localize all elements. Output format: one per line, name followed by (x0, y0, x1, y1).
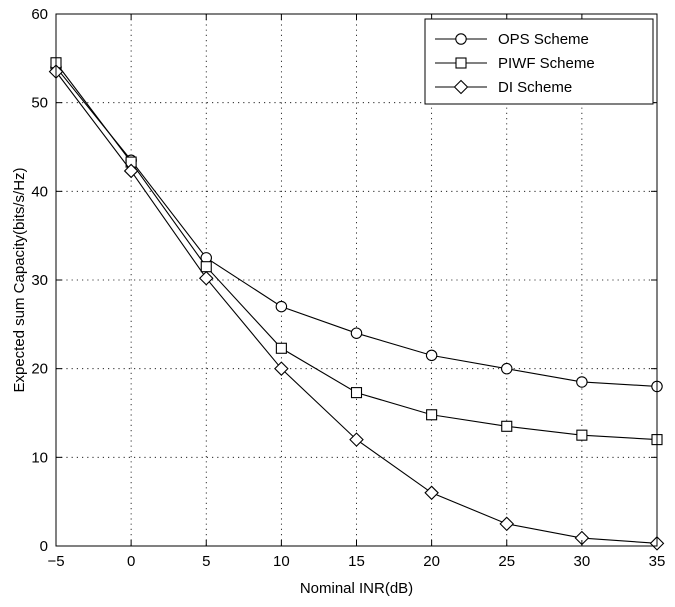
x-tick-label: 25 (498, 553, 515, 570)
di-scheme-point (499, 516, 515, 532)
di-scheme-point (424, 485, 439, 501)
piwf-scheme-point (350, 387, 363, 399)
di-scheme-point (349, 432, 364, 447)
piwf-scheme-point (426, 409, 438, 421)
ops-scheme-point (425, 349, 438, 362)
ops-scheme-point (350, 327, 363, 339)
y-tick-label: 30 (31, 272, 48, 289)
x-tick-label: −5 (47, 553, 64, 570)
y-tick-label: 10 (31, 449, 48, 466)
legend-swatch-marker (453, 79, 469, 95)
y-tick-label: 20 (31, 361, 48, 378)
piwf-scheme-point (275, 342, 287, 354)
piwf-scheme-point (576, 429, 588, 441)
x-tick-label: 0 (127, 553, 135, 570)
di-scheme-point (198, 270, 214, 286)
x-tick-label: 15 (348, 553, 365, 570)
legend-label: OPS Scheme (498, 31, 589, 48)
x-tick-label: 30 (574, 553, 591, 570)
legend-swatch-marker (455, 57, 467, 69)
x-axis-title: Nominal INR(dB) (300, 580, 413, 597)
series-group (48, 57, 665, 551)
ops-scheme-point (576, 376, 588, 388)
y-tick-label: 40 (31, 183, 48, 200)
y-axis-title: Expected sum Capacity(bits/s/Hz) (11, 167, 28, 392)
legend-swatch-marker (455, 33, 467, 45)
x-tick-label: 10 (273, 553, 290, 570)
piwf-scheme-point (200, 261, 212, 273)
legend-item-ops-scheme: OPS Scheme (435, 31, 589, 48)
x-tick-label: 5 (202, 553, 210, 570)
y-tick-label: 0 (40, 538, 48, 555)
piwf-scheme-point (501, 420, 513, 432)
legend-item-piwf-scheme: PIWF Scheme (435, 55, 595, 72)
piwf-scheme-line (55, 62, 658, 441)
legend: OPS Scheme PIWF Scheme DI Scheme (424, 18, 654, 105)
y-tick-label: 60 (31, 6, 48, 23)
di-scheme-point (274, 361, 289, 376)
y-tick-label: 50 (31, 95, 48, 112)
di-scheme-point (123, 163, 139, 179)
ops-scheme-point (500, 362, 513, 375)
x-tick-label: 20 (423, 553, 440, 570)
ops-scheme-point (275, 300, 288, 313)
x-tick-label: 35 (649, 553, 666, 570)
legend-item-di-scheme: DI Scheme (435, 79, 572, 96)
piwf-scheme-series (50, 57, 663, 446)
legend-label: PIWF Scheme (498, 55, 595, 72)
legend-label: DI Scheme (498, 79, 572, 96)
